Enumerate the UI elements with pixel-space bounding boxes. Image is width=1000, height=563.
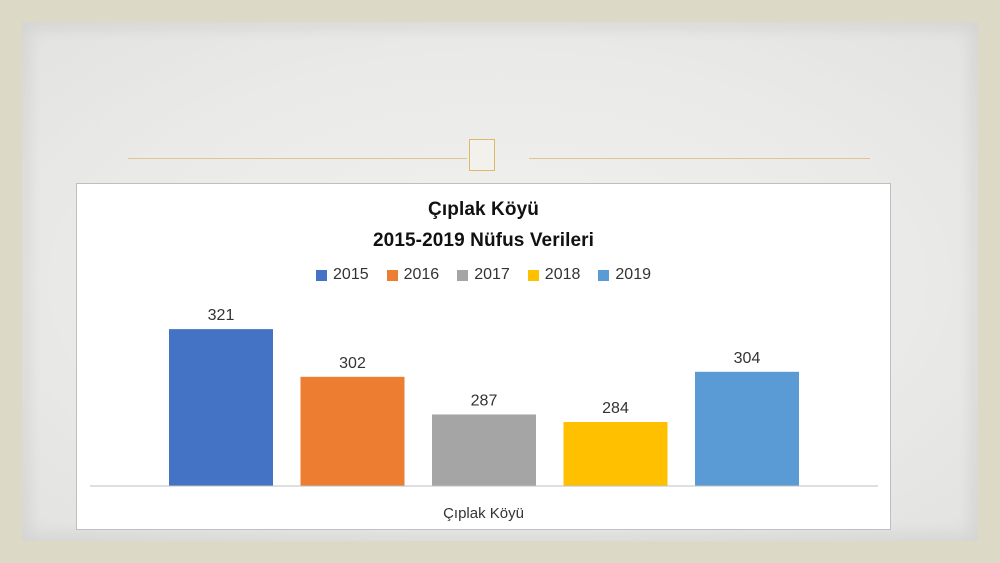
bar-2019 <box>695 371 799 486</box>
x-category-label: Çıplak Köyü <box>443 505 524 522</box>
bar-2017 <box>432 414 536 486</box>
legend-swatch <box>457 269 469 281</box>
chart-title: Çıplak Köyü <box>428 199 539 220</box>
legend-label: 2015 <box>333 266 369 283</box>
divider-left <box>128 158 467 159</box>
legend-swatch <box>316 269 328 281</box>
chart-container: Çıplak Köyü 2015-2019 Nüfus Verileri 201… <box>76 183 891 530</box>
legend-item-2017: 2017 <box>457 266 510 284</box>
divider-right <box>529 158 870 159</box>
bar-2015 <box>169 329 273 486</box>
legend-label: 2019 <box>615 266 651 283</box>
legend-item-2015: 2015 <box>316 266 369 284</box>
legend-label: 2018 <box>544 266 581 283</box>
legend-label: 2017 <box>474 266 510 283</box>
data-label-2017: 287 <box>471 392 498 409</box>
data-label-2018: 284 <box>602 400 629 417</box>
legend-swatch <box>598 269 610 281</box>
chart-legend: 2015 2016 2017 2018 2019 <box>77 266 890 284</box>
legend-swatch <box>386 269 398 281</box>
legend-item-2018: 2018 <box>527 266 581 284</box>
legend-item-2019: 2019 <box>598 266 651 284</box>
data-label-2016: 302 <box>339 355 366 372</box>
bar-2018 <box>563 421 668 486</box>
legend-swatch <box>527 269 539 281</box>
data-label-2015: 321 <box>208 307 235 324</box>
bar-2016 <box>300 376 405 486</box>
bar-plot: 321 302 287 284 304 <box>90 307 878 487</box>
data-label-2019: 304 <box>734 350 761 367</box>
ornament-square <box>469 139 495 171</box>
chart-subtitle: 2015-2019 Nüfus Verileri <box>372 230 595 251</box>
legend-label: 2016 <box>403 266 440 283</box>
legend-item-2016: 2016 <box>386 266 440 284</box>
